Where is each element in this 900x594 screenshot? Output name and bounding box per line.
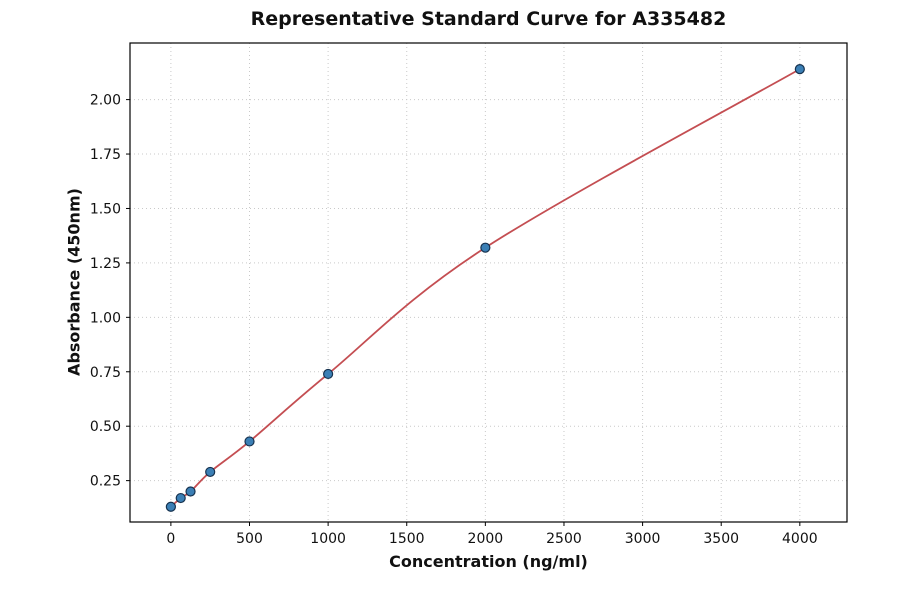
standard-curve-line [169, 68, 801, 508]
svg-text:1.50: 1.50 [90, 201, 121, 217]
svg-text:2.00: 2.00 [90, 93, 121, 109]
svg-text:0.50: 0.50 [90, 419, 121, 435]
svg-text:1.75: 1.75 [90, 147, 121, 163]
svg-text:4000: 4000 [782, 531, 818, 547]
y-axis-label: Absorbance (450nm) [64, 188, 84, 376]
svg-text:1.00: 1.00 [90, 310, 121, 326]
axis-ticks [126, 99, 801, 526]
data-points [165, 64, 805, 512]
svg-text:0.25: 0.25 [90, 474, 121, 490]
svg-text:2500: 2500 [546, 531, 582, 547]
svg-text:0: 0 [166, 531, 175, 547]
svg-text:1500: 1500 [389, 531, 425, 547]
svg-text:3500: 3500 [703, 531, 739, 547]
svg-text:2000: 2000 [468, 531, 504, 547]
svg-text:3000: 3000 [625, 531, 661, 547]
x-axis-label: Concentration (ng/ml) [389, 552, 588, 571]
chart-title: Representative Standard Curve for A33548… [250, 8, 727, 30]
svg-text:500: 500 [236, 531, 263, 547]
svg-text:0.75: 0.75 [90, 365, 121, 381]
plot-border [129, 42, 848, 523]
tick-labels: 0 500 1000 1500 2000 2500 3000 3500 4000 0.25 0.50… [90, 93, 818, 547]
svg-text:1000: 1000 [310, 531, 346, 547]
svg-text:1.25: 1.25 [90, 256, 121, 272]
